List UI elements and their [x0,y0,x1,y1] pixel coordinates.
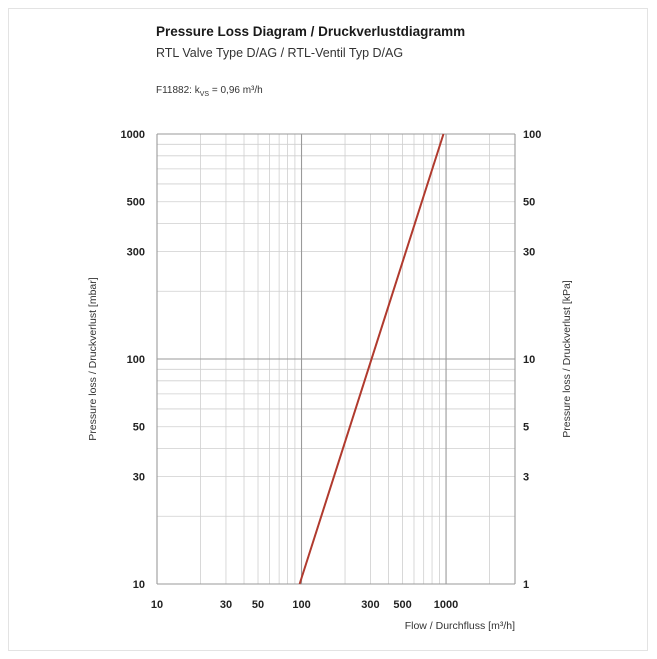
y2-tick-label: 5 [523,422,529,434]
pressure-loss-line [298,133,445,585]
x-tick-label: 1000 [434,599,458,611]
y-tick-label: 500 [127,197,145,209]
x-axis-label: Flow / Durchfluss [m³/h] [405,620,515,632]
y2-tick-label: 30 [523,247,535,259]
y-tick-label: 100 [127,354,145,366]
y-tick-label: 10 [133,579,145,591]
x-tick-label: 500 [393,599,411,611]
chart-title: Pressure Loss Diagram / Druckverlustdiag… [156,24,466,39]
y2-axis-label: Pressure loss / Druckverlust [kPa] [561,280,573,438]
x-tick-label: 300 [361,599,379,611]
kvs-subscript: VS [199,91,210,98]
y-axis-label: Pressure loss / Druckverlust [mbar] [87,277,99,440]
kvs-prefix: F11882: k [156,85,200,96]
y2-tick-label: 10 [523,354,535,366]
chart-subtitle: RTL Valve Type D/AG / RTL-Ventil Typ D/A… [156,46,404,60]
y-tick-label: 300 [127,247,145,259]
kvs-note: F11882: kVS = 0,96 m³/h [156,85,263,98]
y-tick-label: 50 [133,422,145,434]
y-tick-label: 30 [133,472,145,484]
y2-tick-label: 3 [523,472,529,484]
y2-tick-label: 50 [523,197,535,209]
y-tick-label: 1000 [121,129,145,141]
x-tick-label: 50 [252,599,264,611]
y2-tick-label: 100 [523,129,541,141]
kvs-suffix: = 0,96 m³/h [209,85,263,96]
y2-tick-label: 1 [523,579,529,591]
x-tick-label: 100 [292,599,310,611]
x-tick-label: 30 [220,599,232,611]
chart-frame [8,8,648,651]
x-tick-label: 10 [151,599,163,611]
